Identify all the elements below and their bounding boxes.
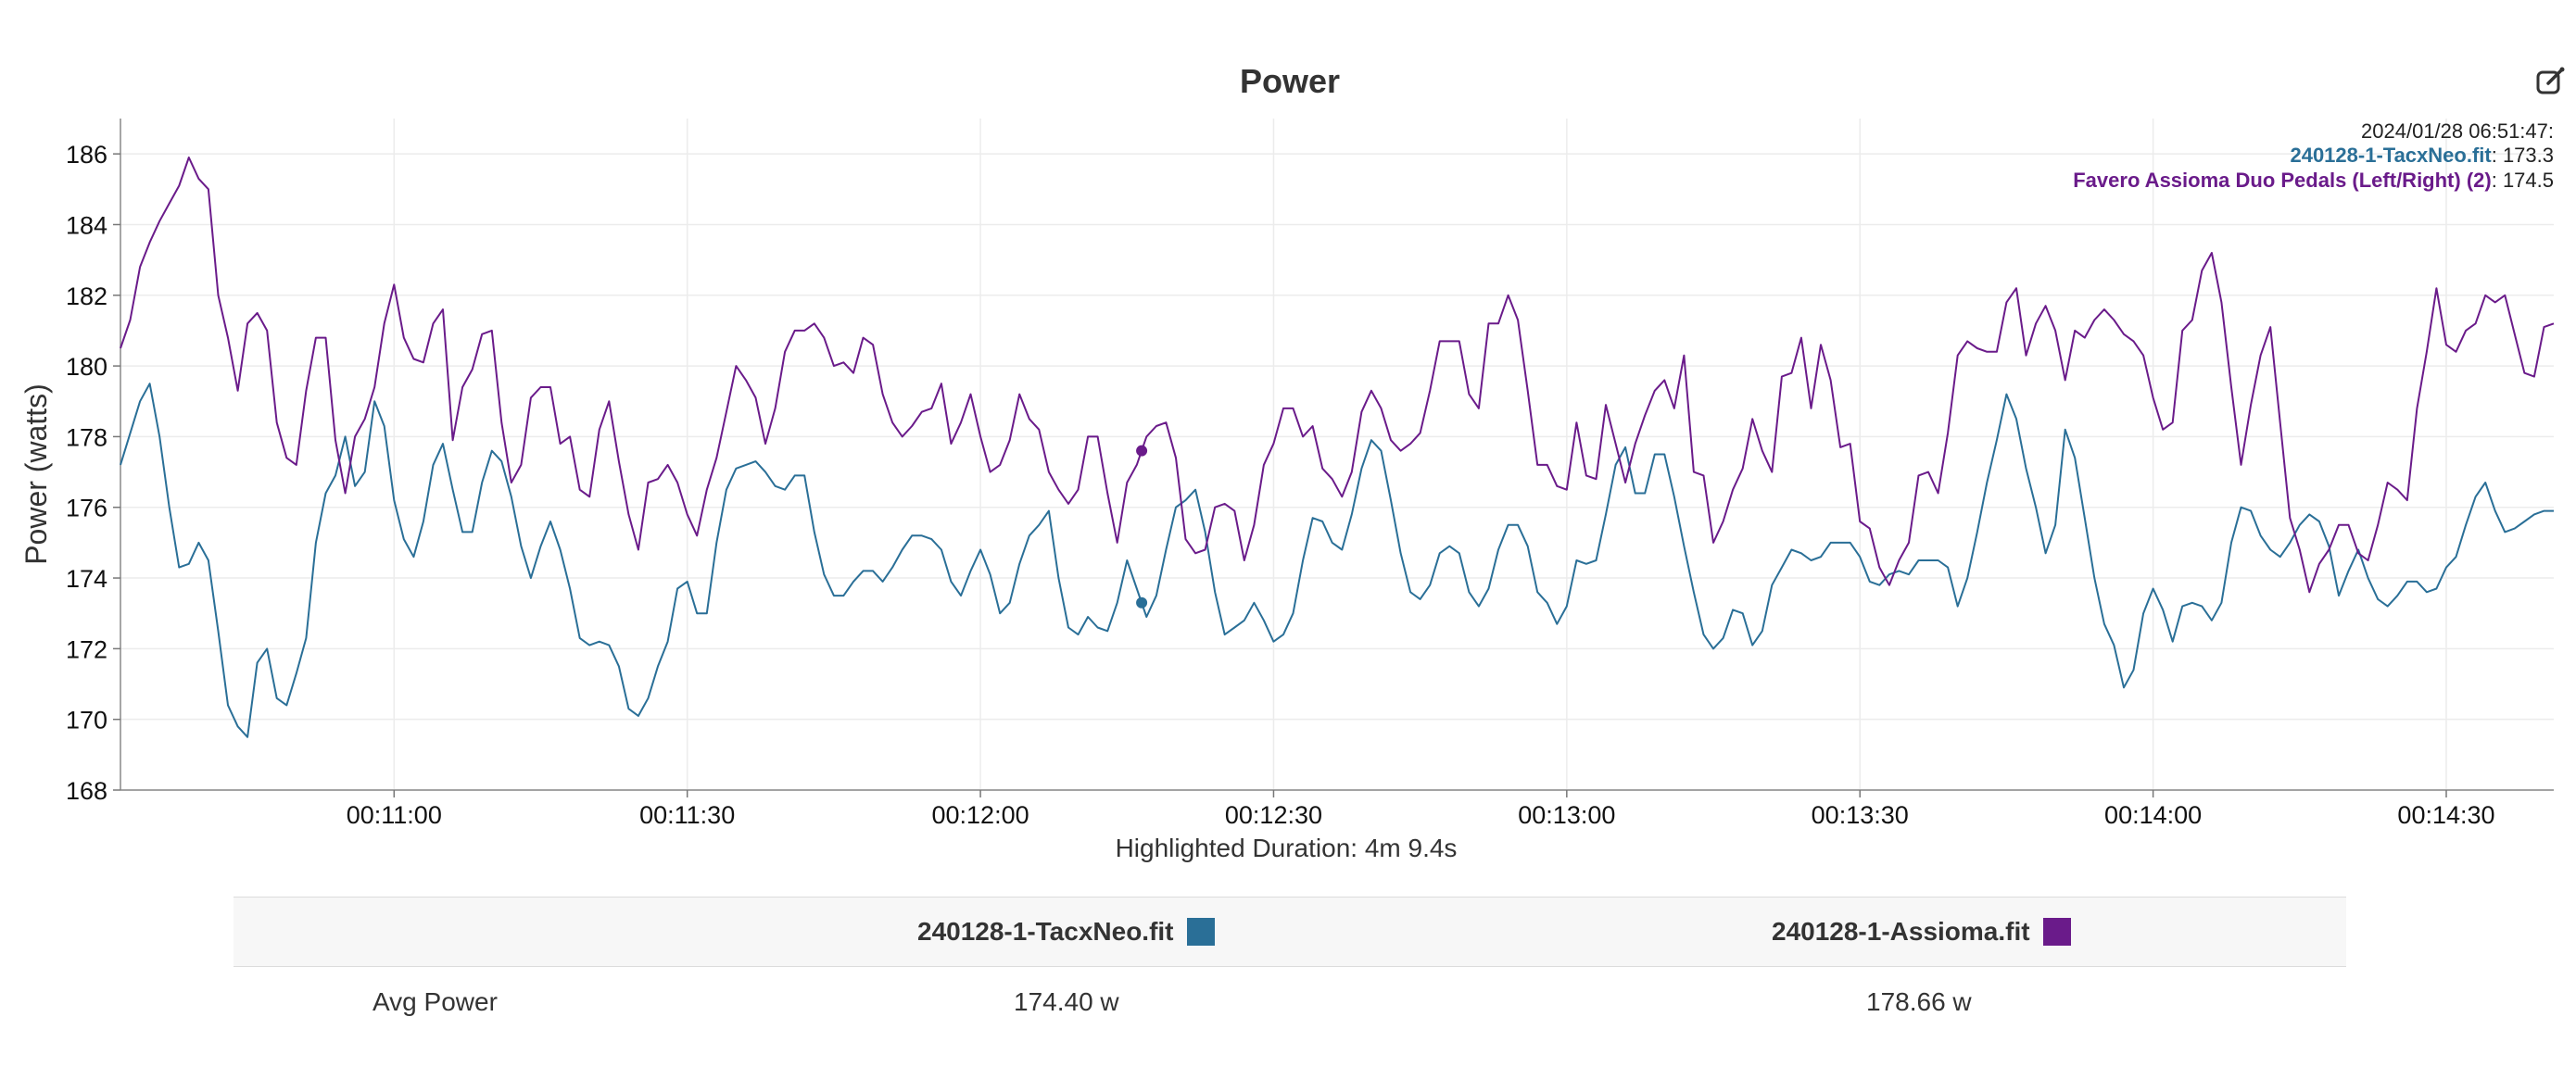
tooltip-value-assioma: : 174.5 bbox=[2492, 169, 2554, 192]
y-tick-label: 184 bbox=[66, 211, 107, 239]
tooltip: 2024/01/28 06:51:47: 240128-1-TacxNeo.fi… bbox=[2073, 119, 2554, 192]
y-tick-label: 176 bbox=[66, 495, 107, 522]
tacx-color-swatch bbox=[1186, 918, 1215, 946]
tooltip-value-tacx: : 173.3 bbox=[2492, 144, 2554, 167]
highlight-point-tacx bbox=[1136, 596, 1148, 609]
stats-header: 240128-1-TacxNeo.fit 240128-1-Assioma.fi… bbox=[234, 897, 2346, 967]
x-tick-label: 00:12:30 bbox=[1225, 801, 1322, 829]
series-lines bbox=[120, 157, 2555, 738]
y-tick-label: 170 bbox=[66, 707, 107, 734]
y-tick-label: 182 bbox=[66, 282, 107, 310]
y-tick-label: 174 bbox=[66, 565, 107, 593]
x-axis-ticks: 00:11:00 00:11:30 00:12:00 00:12:30 00:13:00… bbox=[347, 790, 2495, 829]
stats-value-tacx: 174.40 w bbox=[1014, 987, 1119, 1016]
tooltip-timestamp: 2024/01/28 06:51:47: bbox=[2361, 119, 2554, 143]
series-line-assioma bbox=[120, 157, 2555, 594]
x-tick-label: 00:12:00 bbox=[932, 801, 1029, 829]
y-tick-label: 172 bbox=[66, 635, 107, 663]
stats-row-avg-power: Avg Power 174.40 w 178.66 w bbox=[234, 967, 2346, 1037]
stats-value-assioma: 178.66 w bbox=[1866, 987, 1972, 1016]
y-tick-label: 180 bbox=[66, 353, 107, 381]
edit-icon bbox=[2536, 67, 2565, 94]
stats-column-tacx-label: 240128-1-TacxNeo.fit bbox=[917, 917, 1174, 946]
x-tick-label: 00:11:30 bbox=[639, 801, 735, 829]
tooltip-label-tacx: 240128-1-TacxNeo.fit bbox=[2290, 144, 2492, 167]
highlighted-duration: Highlighted Duration: 4m 9.4s bbox=[1116, 834, 1458, 862]
highlight-point-assioma bbox=[1136, 445, 1148, 457]
stats-table: 240128-1-TacxNeo.fit 240128-1-Assioma.fi… bbox=[234, 897, 2346, 1037]
grid-lines bbox=[120, 119, 2554, 791]
x-tick-label: 00:11:00 bbox=[347, 801, 442, 829]
highlight-markers bbox=[1136, 445, 1148, 609]
edit-chart-button[interactable] bbox=[2535, 65, 2567, 96]
axes bbox=[120, 119, 2554, 791]
x-tick-label: 00:14:00 bbox=[2104, 801, 2202, 829]
tooltip-label-assioma: Favero Assioma Duo Pedals (Left/Right) (… bbox=[2073, 169, 2491, 192]
y-tick-label: 186 bbox=[66, 141, 107, 169]
x-tick-label: 00:13:30 bbox=[1812, 801, 1909, 829]
y-tick-label: 178 bbox=[66, 423, 107, 451]
x-tick-label: 00:13:00 bbox=[1518, 801, 1615, 829]
tooltip-row-assioma: Favero Assioma Duo Pedals (Left/Right) (… bbox=[2073, 169, 2554, 192]
series-line-tacx bbox=[120, 383, 2554, 738]
tooltip-row-tacx: 240128-1-TacxNeo.fit: 173.3 bbox=[2290, 144, 2554, 167]
stats-column-assioma: 240128-1-Assioma.fit bbox=[1772, 898, 2071, 966]
y-axis-ticks: 168 170 172 174 176 178 180 182 184 186 bbox=[66, 141, 120, 805]
y-axis-label: Power (watts) bbox=[19, 383, 53, 565]
stats-column-tacx: 240128-1-TacxNeo.fit bbox=[917, 898, 1215, 966]
assioma-color-swatch bbox=[2042, 918, 2071, 946]
stats-row-label: Avg Power bbox=[373, 987, 498, 1016]
chart-title: Power bbox=[1240, 62, 1340, 100]
y-tick-label: 168 bbox=[66, 777, 107, 805]
x-tick-label: 00:14:30 bbox=[2397, 801, 2494, 829]
stats-column-assioma-label: 240128-1-Assioma.fit bbox=[1772, 917, 2030, 946]
